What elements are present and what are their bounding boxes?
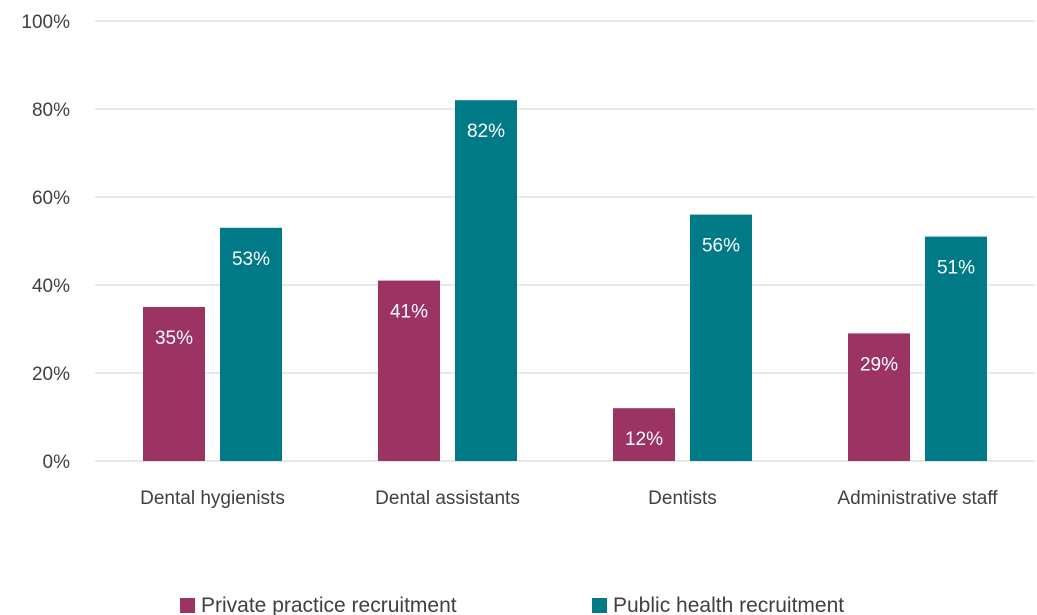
bar [220, 227, 282, 461]
bar [925, 236, 987, 461]
data-label: 56% [702, 236, 740, 257]
y-tick-label: 80% [32, 100, 70, 121]
bar [378, 280, 440, 461]
y-tick-label: 100% [21, 12, 70, 33]
legend-label: Public health recruitment [613, 594, 844, 615]
x-axis-category-labels: Dental hygienists Dental assistants Dentis… [140, 488, 998, 509]
legend-swatch [180, 598, 195, 613]
y-axis-tick-labels: 0% 20% 40% 60% 80% 100% [21, 12, 70, 473]
x-category-label: Dental hygienists [140, 488, 285, 509]
x-category-label: Dental assistants [375, 488, 520, 509]
bar [848, 333, 910, 461]
data-label: 51% [937, 258, 975, 279]
data-label: 12% [625, 429, 663, 450]
data-label: 53% [232, 249, 270, 270]
data-label: 29% [860, 354, 898, 375]
legend-label: Private practice recruitment [201, 594, 457, 615]
data-label: 41% [390, 302, 428, 323]
x-category-label: Administrative staff [837, 488, 998, 509]
y-tick-label: 60% [32, 188, 70, 209]
bar [613, 408, 675, 461]
data-label: 82% [467, 121, 505, 142]
bar [143, 307, 205, 461]
legend-item: Private practice recruitment [180, 594, 457, 615]
legend: Private practice recruitment Public healt… [180, 594, 844, 615]
bar [455, 100, 517, 461]
data-label: 35% [155, 328, 193, 349]
y-tick-label: 20% [32, 364, 70, 385]
x-category-label: Dentists [648, 488, 717, 509]
bar [690, 214, 752, 461]
bars [143, 100, 987, 461]
y-tick-label: 40% [32, 276, 70, 297]
legend-item: Public health recruitment [592, 594, 844, 615]
legend-swatch [592, 598, 607, 613]
y-tick-label: 0% [43, 452, 71, 473]
data-labels: 35% 53% 41% 82% 12% 56% 29% 51% [155, 121, 975, 450]
